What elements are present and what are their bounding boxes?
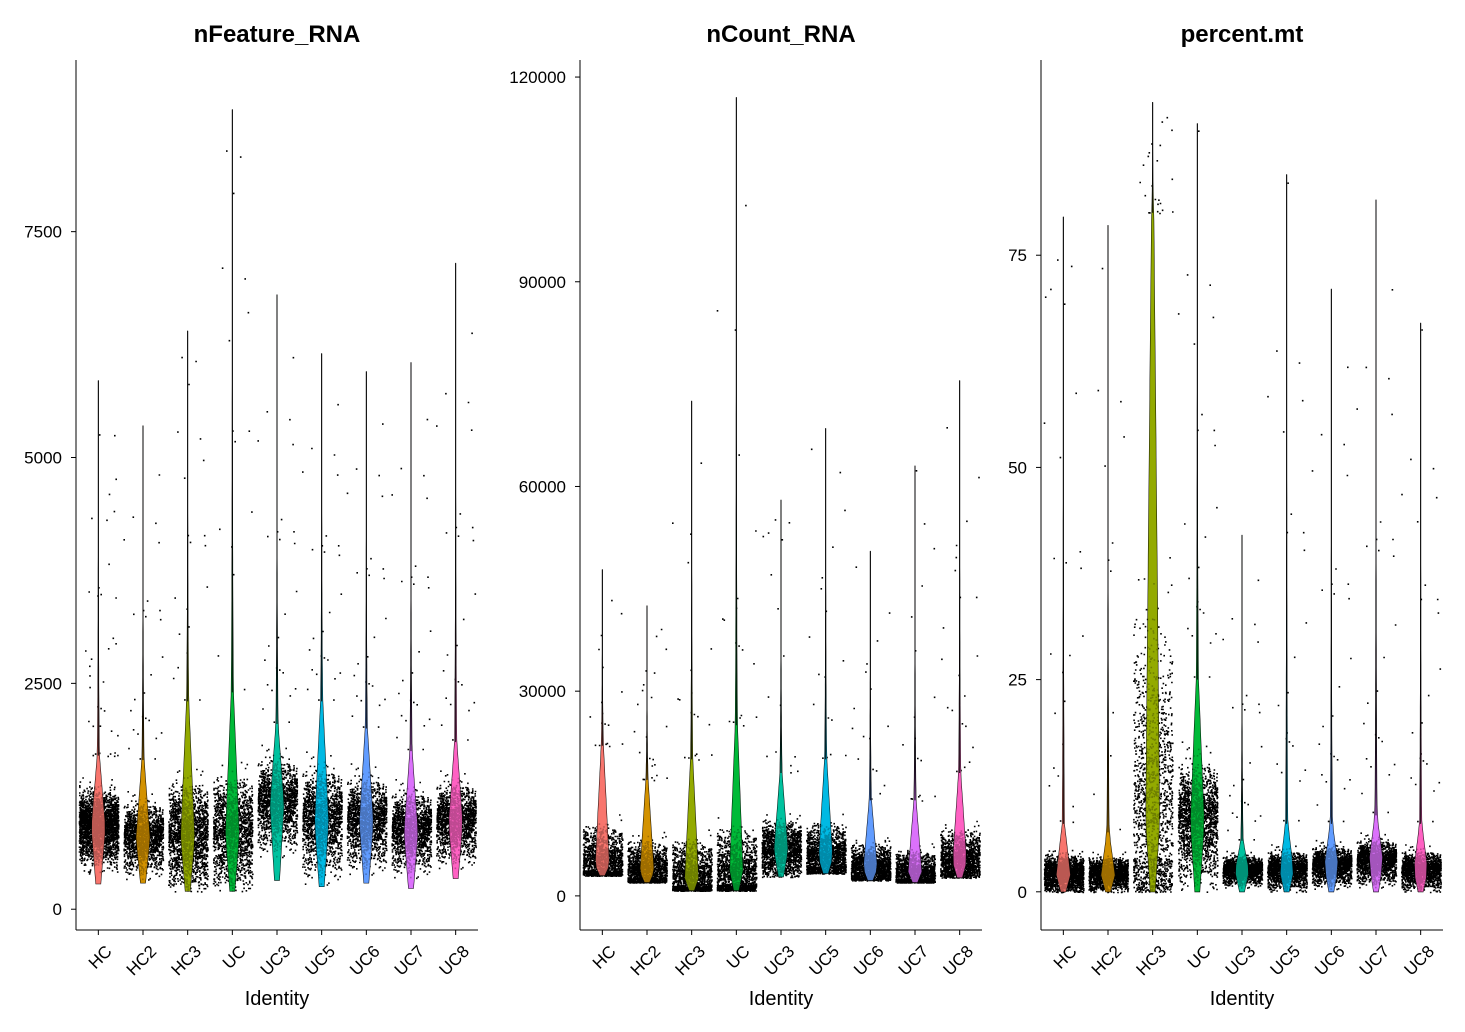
violin-hc — [78, 380, 120, 885]
x-tick-label: UC6 — [850, 942, 887, 979]
jitter-points-uc — [1177, 130, 1219, 893]
x-tick-label: HC3 — [1132, 942, 1169, 979]
violin-uc6 — [346, 371, 388, 884]
y-tick-label: 0 — [557, 887, 566, 906]
violin-hc2 — [627, 605, 668, 884]
jitter-points-uc3 — [761, 519, 803, 879]
x-tick-label: UC5 — [301, 942, 338, 979]
violin-uc7 — [895, 465, 937, 884]
jitter-points-uc6 — [346, 423, 388, 876]
y-tick-label: 30000 — [519, 682, 566, 701]
y-tick-label: 50 — [1008, 458, 1027, 477]
jitter-points-hc3 — [168, 356, 209, 893]
x-tick-label: UC — [1184, 942, 1215, 973]
x-tick-label: UC7 — [391, 942, 428, 979]
y-tick-label: 90000 — [519, 273, 566, 292]
panel-ncount-rna: nCount_RNA Identity 0 30000 60000 90000 1200… — [509, 21, 982, 1010]
violin-uc — [716, 97, 758, 893]
x-tick-label: HC — [1050, 942, 1081, 973]
jitter-points-uc3 — [1222, 579, 1264, 889]
violin-hc — [582, 569, 624, 877]
x-axis-label-ncount-rna: Identity — [749, 988, 813, 1010]
y-tick-label: 7500 — [24, 223, 62, 242]
jitter-points-hc2 — [123, 474, 165, 881]
x-tick-label: HC — [85, 942, 116, 973]
y-tick-label: 0 — [53, 900, 62, 919]
x-axis-label-percent-mt: Identity — [1210, 988, 1274, 1010]
jitter-points-uc3 — [257, 356, 299, 859]
violin-uc6 — [1311, 288, 1353, 893]
panel-title-nfeature-rna: nFeature_RNA — [194, 21, 361, 48]
jitter-points-uc5 — [806, 448, 847, 875]
violin-uc7 — [391, 362, 433, 889]
y-tick-label: 60000 — [519, 477, 566, 496]
x-tick-label: HC3 — [167, 942, 204, 979]
y-tick-label: 120000 — [509, 68, 566, 87]
violin-uc8 — [1401, 322, 1442, 894]
x-tick-label: HC3 — [671, 942, 708, 979]
jitter-points-uc — [212, 150, 254, 893]
x-tick-label: UC — [723, 942, 754, 973]
x-tick-label: UC3 — [761, 942, 798, 979]
x-tick-label: UC8 — [1400, 942, 1437, 979]
y-tick-label: 25 — [1008, 671, 1027, 690]
violin-hc — [1043, 216, 1085, 894]
x-tick-label: UC5 — [805, 942, 842, 979]
violin-uc5 — [302, 353, 343, 887]
violin-uc — [1177, 123, 1219, 893]
jitter-points-uc8 — [436, 332, 477, 870]
violin-uc6 — [850, 550, 892, 882]
panel-nfeature-rna: nFeature_RNA Identity 0 2500 5000 7500 HC HC2… — [24, 21, 478, 1010]
violin-uc7 — [1356, 199, 1398, 893]
jitter-points-uc5 — [302, 403, 343, 886]
violin-uc8 — [436, 262, 477, 879]
violin-uc5 — [806, 428, 847, 875]
x-tick-label: UC7 — [1356, 942, 1393, 979]
violin-uc3 — [1222, 534, 1264, 893]
violin-uc5 — [1267, 174, 1308, 894]
x-tick-label: UC5 — [1266, 942, 1303, 979]
x-tick-label: HC2 — [1088, 942, 1125, 979]
x-tick-label: UC3 — [257, 942, 294, 979]
violin-hc3 — [1133, 102, 1174, 894]
x-tick-label: HC — [589, 942, 620, 973]
violin-uc8 — [940, 380, 981, 880]
violin-hc2 — [123, 425, 165, 884]
y-tick-label: 0 — [1018, 883, 1027, 902]
jitter-points-hc3 — [672, 462, 713, 892]
x-axis-label-nfeature-rna: Identity — [245, 988, 309, 1010]
violin-hc3 — [168, 330, 209, 893]
x-tick-label: UC6 — [1311, 942, 1348, 979]
jitter-points-hc2 — [627, 628, 668, 884]
y-tick-label: 75 — [1008, 246, 1027, 265]
violin-uc3 — [761, 499, 803, 879]
x-tick-label: UC8 — [939, 942, 976, 979]
violin-hc2 — [1088, 225, 1130, 894]
jitter-points-uc6 — [850, 566, 892, 882]
violin-core-hc3 — [1145, 102, 1160, 892]
x-tick-label: HC2 — [627, 942, 664, 979]
x-tick-label: UC3 — [1222, 942, 1259, 979]
x-tick-label: UC8 — [435, 942, 472, 979]
violin-uc — [212, 109, 254, 893]
x-tick-label: UC7 — [895, 942, 932, 979]
violin-uc3 — [257, 294, 299, 881]
panel-title-percent-mt: percent.mt — [1181, 21, 1304, 48]
panel-percent-mt: percent.mt Identity 0 25 50 75 HC HC2 HC3 UC UC3… — [1008, 21, 1443, 1010]
x-tick-label: UC6 — [346, 942, 383, 979]
y-tick-label: 2500 — [24, 674, 62, 693]
panel-title-ncount-rna: nCount_RNA — [706, 21, 855, 48]
x-tick-label: UC — [219, 942, 250, 973]
x-tick-label: HC2 — [123, 942, 160, 979]
violin-hc3 — [672, 400, 713, 892]
y-tick-label: 5000 — [24, 449, 62, 468]
jitter-points-uc7 — [391, 418, 433, 880]
